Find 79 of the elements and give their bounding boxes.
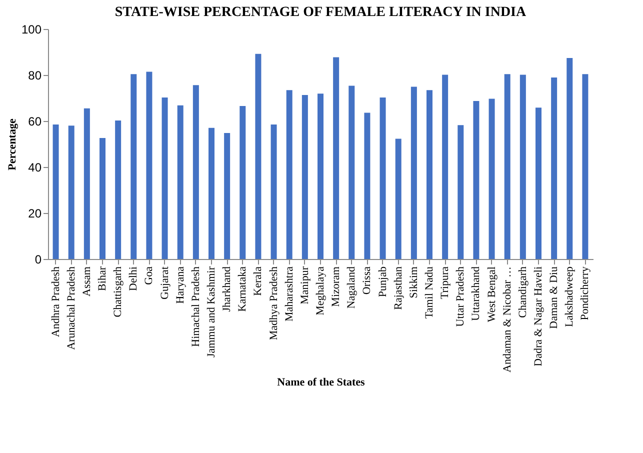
x-tick-label: Gujarat <box>158 266 171 300</box>
chart-title: STATE-WISE PERCENTAGE OF FEMALE LITERACY IN INDIA <box>114 5 528 20</box>
x-tick-label: Jharkhand <box>221 266 234 312</box>
x-tick-label: Kerala <box>252 266 264 296</box>
x-tick-label: Uttar Pradesh <box>454 266 467 327</box>
bar <box>473 100 480 259</box>
bar <box>162 98 168 259</box>
x-tick-label: West Bengal <box>486 266 498 322</box>
x-tick-label: Madhya Pradesh <box>268 266 280 340</box>
bar <box>395 138 402 259</box>
bar <box>224 132 230 259</box>
y-tick-label: 60 <box>28 114 42 128</box>
bar <box>566 58 573 259</box>
bar <box>302 95 308 259</box>
bar <box>270 124 277 259</box>
x-tick-label: Jammu and Kashmir <box>206 266 218 358</box>
bar <box>410 86 417 259</box>
y-tick-label: 40 <box>28 160 42 174</box>
bar <box>333 57 340 259</box>
x-tick-label: Andaman & Nicobar … <box>501 266 514 372</box>
x-tick-label: Uttarakhand <box>470 266 482 321</box>
y-tick-label: 0 <box>34 252 42 266</box>
x-tick-label: Mizoram <box>330 266 342 307</box>
bar <box>520 74 526 259</box>
x-tick-label: Tamil Nadu <box>424 266 436 319</box>
bar <box>426 90 432 259</box>
x-tick-label: Assam <box>80 266 93 296</box>
x-tick-label: Tripura <box>439 266 452 300</box>
y-tick-label: 80 <box>28 68 42 82</box>
x-tick-label: Chattisgarh <box>112 266 124 318</box>
bar <box>364 112 370 259</box>
x-tick-label: Orissa <box>361 266 374 295</box>
x-tick-label: Nagaland <box>346 266 358 309</box>
y-axis-title: Percentage <box>6 118 18 170</box>
bar <box>551 78 558 259</box>
bar <box>192 85 199 259</box>
x-tick-label: Arunachal Pradesh <box>65 266 78 350</box>
bar <box>52 124 59 259</box>
x-tick-label: Andhra Pradesh <box>50 266 62 338</box>
x-tick-label: Rajasthan <box>392 266 404 310</box>
bar <box>504 74 510 259</box>
bar <box>582 74 588 259</box>
bar <box>458 125 464 259</box>
x-tick-label: Haryana <box>174 266 186 304</box>
bar <box>442 74 448 259</box>
x-tick-label: Goa <box>143 266 156 285</box>
bar <box>146 72 152 259</box>
x-tick-label: Sikkim <box>408 266 420 298</box>
y-tick-label: 20 <box>28 206 42 220</box>
bar <box>255 54 262 259</box>
bar <box>68 126 74 259</box>
bar <box>286 90 292 259</box>
bar <box>488 98 495 259</box>
x-tick-label: Meghalaya <box>314 266 326 316</box>
bar <box>115 120 122 259</box>
x-tick-label: Punjab <box>376 266 389 298</box>
x-tick-label: Manipur <box>298 266 311 304</box>
bar <box>348 86 355 259</box>
bar <box>380 98 386 259</box>
x-tick-label: Chandigarh <box>516 266 529 318</box>
bar <box>208 128 214 259</box>
bar <box>177 105 184 259</box>
x-tick-label: Pondicherry <box>579 266 592 320</box>
bar <box>100 138 106 259</box>
bar <box>536 108 542 259</box>
bar <box>130 74 137 259</box>
x-axis-title: Name of the States <box>277 376 366 388</box>
x-tick-label: Himachal Pradesh <box>190 266 202 347</box>
bar <box>318 94 324 259</box>
x-tick-label: Delhi <box>128 266 140 291</box>
y-tick-label: 100 <box>21 22 42 36</box>
x-tick-label: Karnataka <box>236 266 249 312</box>
bar <box>84 108 90 259</box>
x-tick-label: Daman & Diu <box>548 266 560 329</box>
x-tick-label: Bihar <box>96 266 108 291</box>
x-tick-label: Dadra & Nagar Haveli <box>532 266 544 366</box>
x-tick-label: Lakshadweep <box>564 266 576 327</box>
x-tick-label: Maharashtra <box>283 266 296 322</box>
bar <box>240 106 246 259</box>
